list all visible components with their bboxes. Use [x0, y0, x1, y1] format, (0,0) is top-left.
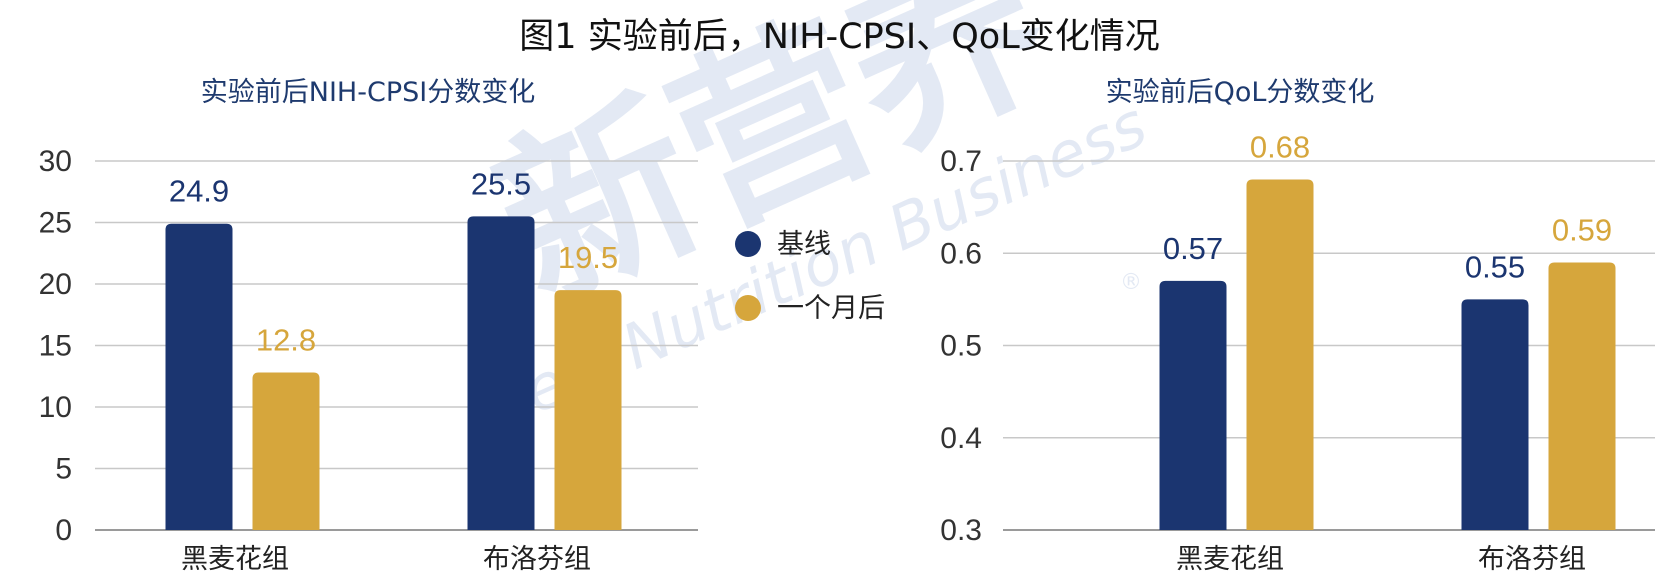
nih-cpsi-data-label-baseline-0: 24.9 [169, 174, 229, 209]
nih-cpsi-y-tick-label: 20 [39, 268, 72, 301]
qol-y-tick-label: 0.3 [940, 514, 982, 547]
qol-y-tick-label: 0.7 [940, 145, 982, 178]
nih-cpsi-y-tick-label: 10 [39, 391, 72, 424]
qol-bar-baseline-0 [1159, 280, 1227, 530]
nih-cpsi-chart-title: 实验前后NIH-CPSI分数变化 [200, 77, 536, 108]
nih-cpsi-bar-one-month-0 [252, 372, 320, 530]
qol-data-label-one-month-1: 0.59 [1552, 212, 1612, 247]
qol-chart-title: 实验前后QoL分数变化 [1105, 77, 1375, 108]
qol-y-tick-label: 0.5 [940, 330, 982, 363]
qol-y-tick-label: 0.4 [940, 422, 982, 455]
nih-cpsi-y-tick-label: 15 [39, 330, 72, 363]
qol-bar-one-month-1 [1548, 262, 1616, 530]
nih-cpsi-y-tick-label: 30 [39, 145, 72, 178]
nih-cpsi-y-tick-label: 0 [55, 514, 72, 547]
qol-y-tick-label: 0.6 [940, 237, 982, 270]
nih-cpsi-bar-baseline-1 [467, 216, 535, 530]
figure-title: 图1 实验前后，NIH-CPSI、QoL变化情况 [519, 17, 1160, 57]
qol-data-label-one-month-0: 0.68 [1250, 129, 1310, 164]
qol-bar-one-month-0 [1246, 179, 1314, 530]
qol-data-label-baseline-1: 0.55 [1465, 249, 1525, 284]
nih-cpsi-category-label: 黑麦花组 [181, 544, 289, 575]
qol-data-label-baseline-0: 0.57 [1163, 231, 1223, 266]
nih-cpsi-bar-one-month-1 [554, 290, 622, 530]
nih-cpsi-y-tick-label: 5 [55, 453, 72, 486]
nih-cpsi-bar-baseline-0 [165, 223, 233, 531]
nih-cpsi-y-tick-label: 25 [39, 207, 72, 240]
legend-label-baseline: 基线 [777, 229, 831, 260]
legend-label-one-month: 一个月后 [777, 293, 885, 324]
nih-cpsi-data-label-one-month-0: 12.8 [256, 323, 316, 358]
nih-cpsi-data-label-baseline-1: 25.5 [471, 166, 531, 201]
qol-bar-baseline-1 [1461, 299, 1529, 530]
qol-category-label: 黑麦花组 [1176, 544, 1284, 575]
legend-swatch-one-month [735, 295, 761, 321]
nih-cpsi-data-label-one-month-1: 19.5 [558, 240, 618, 275]
nih-cpsi-category-label: 布洛芬组 [483, 544, 591, 575]
qol-category-label: 布洛芬组 [1478, 544, 1586, 575]
legend-swatch-baseline [735, 231, 761, 257]
